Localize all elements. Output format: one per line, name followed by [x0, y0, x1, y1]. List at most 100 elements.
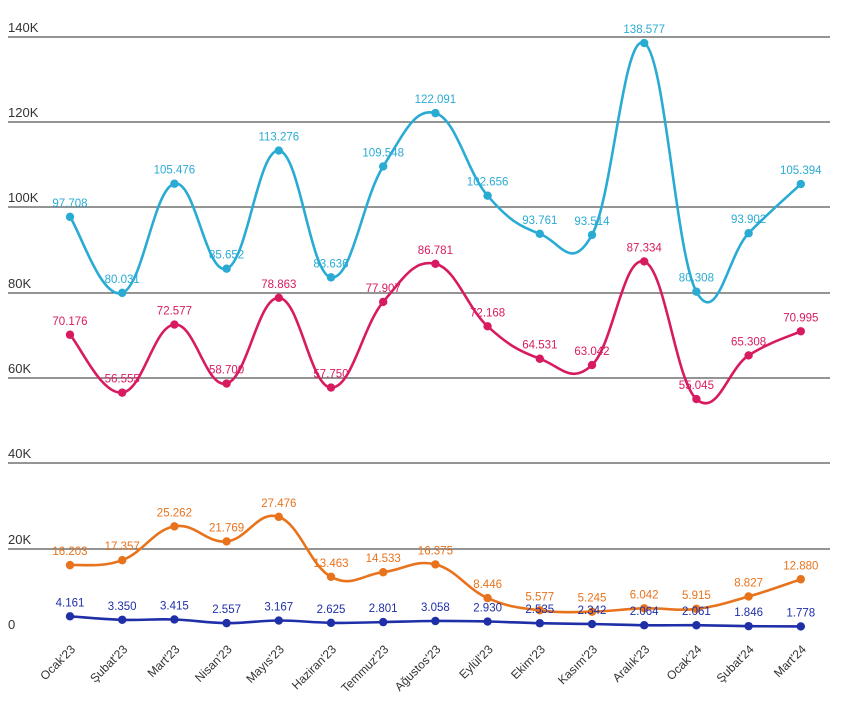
data-point — [796, 622, 805, 631]
y-tick-label: 40K — [8, 446, 31, 461]
data-point — [274, 616, 283, 625]
data-label: 12.880 — [783, 560, 818, 572]
data-label: 1.846 — [734, 607, 763, 619]
x-tick-label: Ekim'23 — [508, 642, 548, 682]
data-labels: 97.708 80.031 105.476 85.652 113.276 83.636 10… — [52, 24, 822, 619]
y-axis: 0 20K 40K 60K 80K 100K 120K 140K — [8, 20, 39, 632]
data-label: 58.700 — [209, 365, 244, 377]
data-label: 2.064 — [630, 606, 659, 618]
y-tick-label: 100K — [8, 190, 39, 205]
y-tick-label: 80K — [8, 276, 31, 291]
data-point — [65, 212, 75, 222]
data-label: 5.245 — [578, 593, 607, 605]
data-label: 14.533 — [366, 553, 401, 565]
data-point — [222, 537, 231, 546]
data-point — [222, 379, 231, 388]
x-axis: Ocak'23 Şubat'23 Mart'23 Nisan'23 Mayıs'23 Ha… — [37, 642, 809, 695]
data-label: 97.708 — [52, 198, 87, 210]
data-point — [431, 108, 440, 118]
data-point — [744, 592, 753, 601]
x-tick-label: Şubat'23 — [87, 642, 130, 685]
data-point — [274, 146, 283, 155]
data-label: 138.577 — [623, 24, 665, 36]
data-label: 8.827 — [734, 577, 763, 589]
data-point — [483, 617, 492, 626]
data-label: 17.357 — [105, 541, 140, 553]
data-label: 55.045 — [679, 380, 714, 392]
data-label: 64.531 — [522, 340, 557, 352]
data-label: 109.548 — [362, 147, 404, 159]
data-label: 78.863 — [261, 279, 296, 291]
y-tick-label: 60K — [8, 361, 31, 376]
data-point — [535, 229, 544, 239]
data-label: 87.334 — [627, 242, 663, 254]
data-point — [431, 616, 440, 626]
data-point — [65, 612, 75, 621]
data-point — [796, 179, 805, 189]
x-tick-label: Aralık'23 — [610, 642, 653, 685]
data-label: 3.350 — [108, 601, 137, 613]
data-label: 6.042 — [630, 589, 659, 601]
data-point — [118, 615, 127, 624]
data-label: 72.168 — [470, 307, 505, 319]
data-label: 1.778 — [786, 607, 815, 619]
data-point — [744, 351, 753, 360]
data-label: 3.058 — [421, 602, 450, 614]
data-label: 2.930 — [473, 603, 502, 615]
data-point — [535, 606, 544, 615]
data-point — [535, 354, 544, 363]
data-point — [170, 615, 179, 624]
data-point — [274, 293, 283, 303]
data-label: 3.167 — [264, 602, 293, 614]
y-tick-label: 120K — [8, 105, 39, 120]
data-point — [796, 575, 805, 584]
data-label: 13.463 — [313, 558, 348, 570]
data-label: 56.555 — [105, 374, 140, 386]
data-label: 65.308 — [731, 336, 766, 348]
data-label: 93.761 — [522, 215, 557, 227]
data-point — [379, 297, 388, 307]
data-label: 2.625 — [317, 604, 346, 616]
data-point — [326, 618, 336, 628]
data-label: 2.557 — [212, 604, 241, 616]
data-label: 93.514 — [574, 216, 610, 228]
data-label: 70.995 — [783, 312, 818, 324]
x-tick-label: Eylül'23 — [456, 642, 496, 682]
data-label: 2.342 — [578, 605, 607, 617]
data-point — [587, 619, 597, 629]
series — [65, 38, 805, 631]
data-point — [326, 383, 336, 392]
x-tick-label: Ocak'23 — [37, 642, 78, 683]
data-label: 8.446 — [473, 579, 502, 591]
data-point — [483, 191, 492, 200]
data-point — [640, 257, 649, 266]
data-point — [640, 38, 649, 48]
data-point — [587, 360, 597, 370]
data-point — [692, 394, 701, 404]
data-label: 27.476 — [261, 498, 296, 510]
data-label: 3.415 — [160, 600, 189, 612]
data-point — [483, 593, 492, 603]
data-label: 93.902 — [731, 214, 766, 226]
data-label: 105.394 — [780, 165, 822, 177]
x-tick-label: Nisan'23 — [192, 642, 235, 685]
data-label: 72.577 — [157, 306, 192, 318]
data-label: 4.161 — [56, 597, 85, 609]
x-tick-label: Mart'24 — [771, 642, 809, 680]
data-point — [118, 388, 127, 397]
x-tick-label: Mart'23 — [145, 642, 183, 680]
data-label: 102.656 — [467, 177, 509, 189]
x-tick-label: Ağustos'23 — [392, 642, 444, 694]
data-point — [431, 560, 440, 569]
data-label: 57.750 — [313, 369, 348, 381]
y-tick-label: 20K — [8, 532, 31, 547]
data-point — [118, 556, 127, 565]
x-tick-label: Kasım'23 — [555, 642, 600, 687]
data-point — [692, 287, 701, 296]
data-label: 85.652 — [209, 250, 244, 262]
data-label: 63.042 — [574, 346, 609, 358]
data-point — [640, 621, 649, 630]
data-point — [483, 322, 492, 331]
data-label: 86.781 — [418, 245, 453, 257]
